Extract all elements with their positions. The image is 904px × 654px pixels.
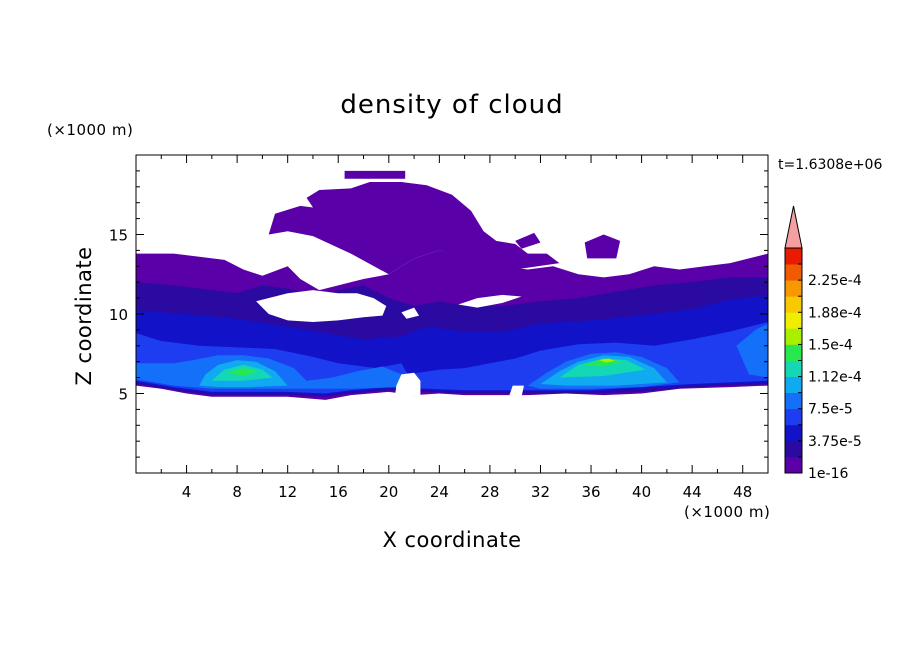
y-tick-label: 10 xyxy=(109,306,128,324)
colorbar-swatch xyxy=(785,456,802,474)
colorbar-swatch xyxy=(785,376,802,394)
colorbar-swatch xyxy=(785,408,802,426)
colorbar-tick-label: 1.5e-4 xyxy=(808,337,853,353)
cloud-free-gap xyxy=(508,385,524,397)
colorbar-swatch xyxy=(785,280,802,297)
colorbar-tick-label: 7.5e-5 xyxy=(808,402,853,418)
colorbar-swatch xyxy=(785,360,802,377)
colorbar-swatch xyxy=(785,424,802,442)
colorbar-tick-label: 1.88e-4 xyxy=(808,305,862,321)
contour-region-level-6 xyxy=(559,358,646,378)
contour-region-level-0 xyxy=(515,232,541,249)
colorbar-tick-label: 2.25e-4 xyxy=(808,273,862,289)
colorbar-swatch xyxy=(785,296,802,313)
colorbar xyxy=(784,205,803,474)
y-axis-label: Z coordinate xyxy=(72,246,96,385)
contour-region-level-0 xyxy=(584,234,621,259)
axis-ticks xyxy=(136,155,768,473)
cloud-free-gap xyxy=(458,294,522,308)
cloud-free-gap xyxy=(401,307,420,319)
time-label: t=1.6308e+06 xyxy=(778,157,882,173)
x-axis-label: X coordinate xyxy=(382,528,521,552)
y-tick-label: 15 xyxy=(109,227,128,245)
x-tick-label: 16 xyxy=(329,483,348,501)
x-tick-label: 24 xyxy=(430,483,449,501)
cloud-free-gap xyxy=(395,372,421,396)
contour-region-level-8 xyxy=(598,358,616,363)
colorbar-swatch xyxy=(785,440,802,458)
colorbar-tick-label: 1.12e-4 xyxy=(808,370,862,386)
x-tick-label: 12 xyxy=(278,483,297,501)
colorbar-swatch xyxy=(785,328,802,345)
colorbar-tick-label: 1e-16 xyxy=(808,466,848,482)
colorbar-tick-label: 3.75e-5 xyxy=(808,434,862,450)
x-tick-label: 32 xyxy=(531,483,550,501)
x-tick-label: 44 xyxy=(683,483,702,501)
colorbar-swatch xyxy=(785,312,802,329)
cloud-free-gap xyxy=(256,290,387,322)
x-tick-label: 20 xyxy=(379,483,398,501)
y-tick-label: 5 xyxy=(118,386,128,404)
contour-region-level-7 xyxy=(228,368,258,376)
y-axis-unit: (×1000 m) xyxy=(47,121,133,139)
colorbar-swatch xyxy=(785,392,802,410)
colorbar-tick-labels: 1e-16 3.75e-5 7.5e-5 1.12e-4 1.5e-4 1.88e-4 2.… xyxy=(808,273,862,482)
colorbar-swatch xyxy=(785,248,802,265)
contour-region-level-4 xyxy=(736,323,768,378)
chart-title: density of cloud xyxy=(340,90,563,120)
colorbar-extend-arrow xyxy=(784,205,803,249)
x-tick-label: 8 xyxy=(232,483,242,501)
contour-plot-area xyxy=(136,170,768,400)
colorbar-swatch xyxy=(785,344,802,361)
x-tick-label: 28 xyxy=(480,483,499,501)
colorbar-swatch xyxy=(785,264,802,281)
x-tick-label: 48 xyxy=(733,483,752,501)
contour-region-level-0 xyxy=(268,182,560,275)
x-tick-labels: 4 8 12 16 20 24 28 32 36 40 44 48 xyxy=(182,483,752,501)
x-axis-unit: (×1000 m) xyxy=(684,503,770,521)
x-tick-label: 36 xyxy=(581,483,600,501)
y-tick-labels: 5 10 15 xyxy=(109,227,128,404)
x-tick-label: 40 xyxy=(632,483,651,501)
x-tick-label: 4 xyxy=(182,483,192,501)
contour-region-level-0 xyxy=(344,170,406,179)
